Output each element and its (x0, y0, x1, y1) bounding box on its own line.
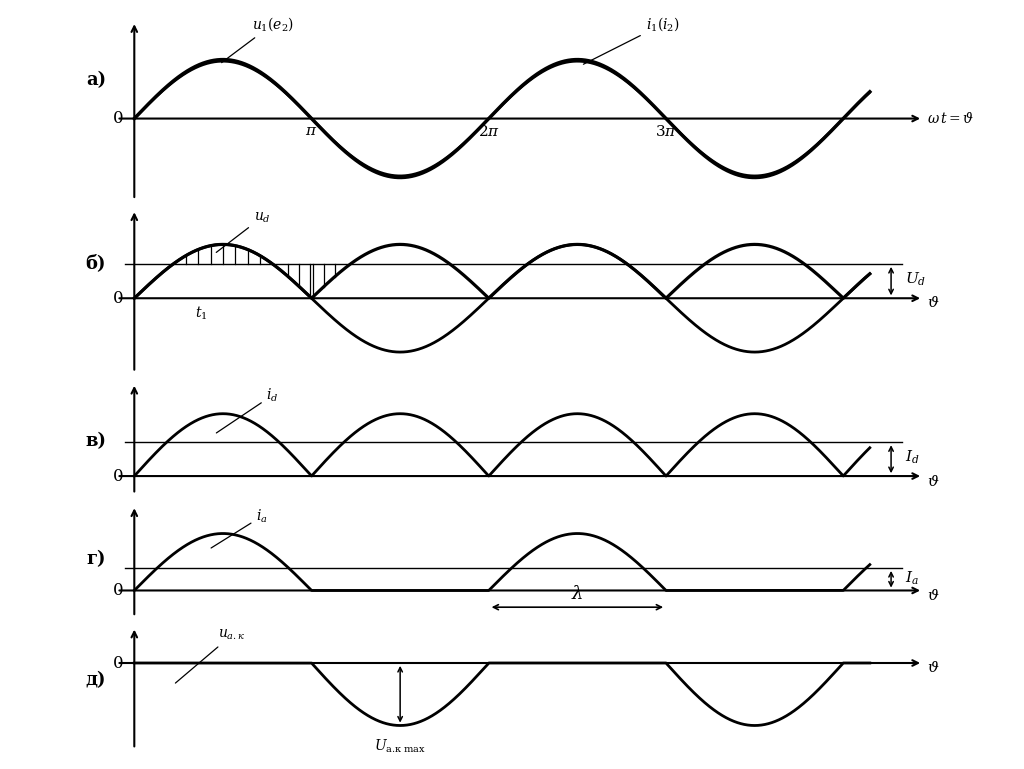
Text: в): в) (85, 432, 105, 450)
Text: а): а) (86, 72, 105, 89)
Text: $0$: $0$ (113, 582, 124, 599)
Text: $\pi$: $\pi$ (305, 125, 317, 138)
Text: $\lambda$: $\lambda$ (571, 584, 584, 603)
Text: $I_a$: $I_a$ (905, 570, 920, 587)
Text: $U_{\text{а.к max}}$: $U_{\text{а.к max}}$ (374, 738, 426, 755)
Text: б): б) (85, 255, 105, 272)
Text: $t_1$: $t_1$ (196, 305, 208, 322)
Text: $0$: $0$ (113, 654, 124, 671)
Text: $i_1(i_2)$: $i_1(i_2)$ (584, 15, 679, 65)
Text: $u_{а.к}$: $u_{а.к}$ (175, 628, 246, 683)
Text: $i_a$: $i_a$ (211, 508, 267, 548)
Text: д): д) (85, 671, 105, 690)
Text: $u_1(e_2)$: $u_1(e_2)$ (221, 15, 294, 62)
Text: $\omega\,t{=}\vartheta$: $\omega\,t{=}\vartheta$ (927, 111, 974, 126)
Text: $\vartheta$: $\vartheta$ (927, 660, 939, 675)
Text: $0$: $0$ (113, 290, 124, 307)
Text: г): г) (86, 550, 105, 568)
Text: $3\pi$: $3\pi$ (655, 125, 677, 139)
Text: $2\pi$: $2\pi$ (478, 125, 500, 139)
Text: $\vartheta$: $\vartheta$ (927, 295, 939, 310)
Text: $i_d$: $i_d$ (216, 387, 279, 433)
Text: $u_d$: $u_d$ (216, 210, 270, 252)
Text: $0$: $0$ (113, 110, 124, 127)
Text: $\vartheta$: $\vartheta$ (927, 588, 939, 604)
Text: $\vartheta$: $\vartheta$ (927, 474, 939, 489)
Text: $I_d$: $I_d$ (905, 449, 920, 466)
Text: $U_d$: $U_d$ (905, 271, 927, 288)
Text: $0$: $0$ (113, 468, 124, 484)
